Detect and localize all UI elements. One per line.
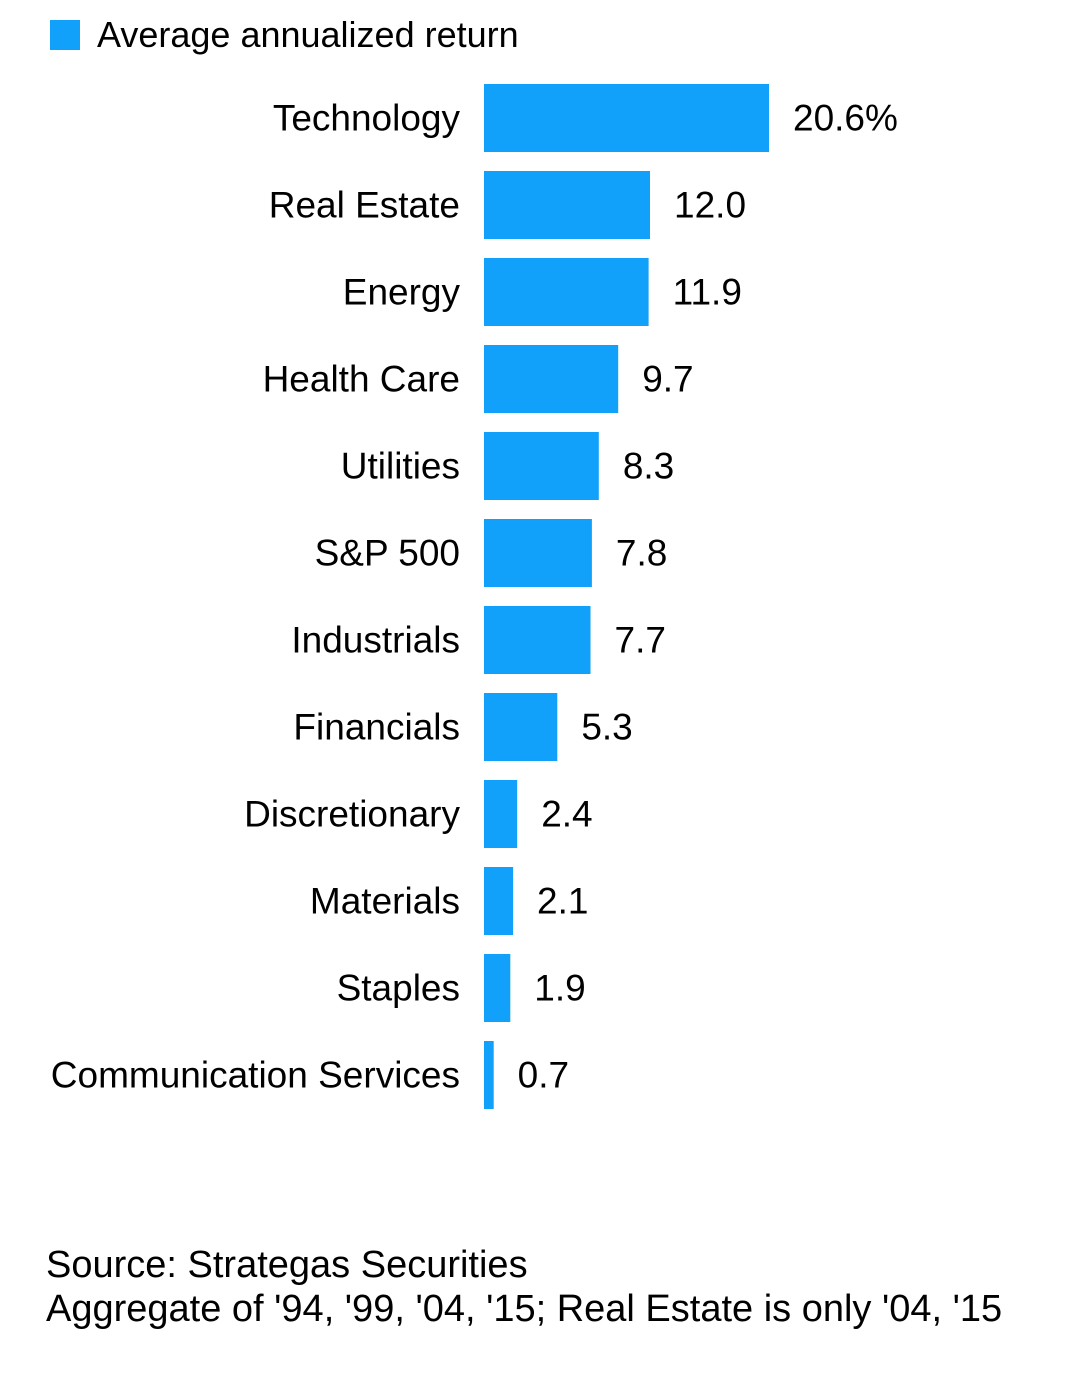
bar-real-estate [484, 171, 650, 239]
bar-materials [484, 867, 514, 935]
source-note: Source: Strategas Securities [46, 1244, 528, 1286]
category-label-utilities: Utilities [341, 446, 460, 487]
category-label-real-estate: Real Estate [269, 185, 460, 226]
bar-technology [484, 84, 769, 152]
value-label-energy: 11.9 [673, 272, 742, 313]
chart-footnotes: Source: Strategas Securities Aggregate o… [46, 1243, 1046, 1331]
bar-staples [484, 954, 511, 1022]
bar-utilities [484, 432, 599, 500]
bar-sandp-500 [484, 519, 592, 587]
value-label-utilities: 8.3 [623, 446, 674, 487]
legend-swatch [50, 20, 80, 50]
category-label-industrials: Industrials [291, 620, 460, 661]
value-label-industrials: 7.7 [615, 620, 666, 661]
bar-energy [484, 258, 649, 326]
category-label-communication-services: Communication Services [51, 1055, 460, 1096]
chart-legend: Average annualized return [50, 14, 519, 56]
value-label-real-estate: 12.0 [674, 185, 746, 226]
bar-industrials [484, 606, 591, 674]
category-label-technology: Technology [273, 98, 461, 139]
bar-discretionary [484, 780, 518, 848]
category-label-materials: Materials [310, 881, 460, 922]
category-label-discretionary: Discretionary [244, 794, 460, 835]
value-label-communication-services: 0.7 [518, 1055, 569, 1096]
category-label-sandp-500: S&P 500 [315, 533, 460, 574]
bar-communication-services [484, 1041, 494, 1109]
value-label-staples: 1.9 [534, 968, 585, 1009]
category-label-energy: Energy [343, 272, 461, 313]
value-label-discretionary: 2.4 [541, 794, 592, 835]
value-label-materials: 2.1 [537, 881, 588, 922]
bar-chart: Technology 20.6% Real Estate 12.0 Energy 11.9… [51, 84, 898, 1109]
category-label-financials: Financials [293, 707, 460, 748]
bar-financials [484, 693, 558, 761]
value-label-health-care: 9.7 [642, 359, 693, 400]
value-label-financials: 5.3 [581, 707, 632, 748]
value-label-technology: 20.6% [793, 98, 898, 139]
category-label-health-care: Health Care [263, 359, 460, 400]
value-label-sandp-500: 7.8 [616, 533, 667, 574]
bar-health-care [484, 345, 619, 413]
category-label-staples: Staples [337, 968, 460, 1009]
legend-label: Average annualized return [97, 14, 519, 55]
aggregate-note: Aggregate of '94, '99, '04, '15; Real Es… [46, 1288, 1003, 1330]
